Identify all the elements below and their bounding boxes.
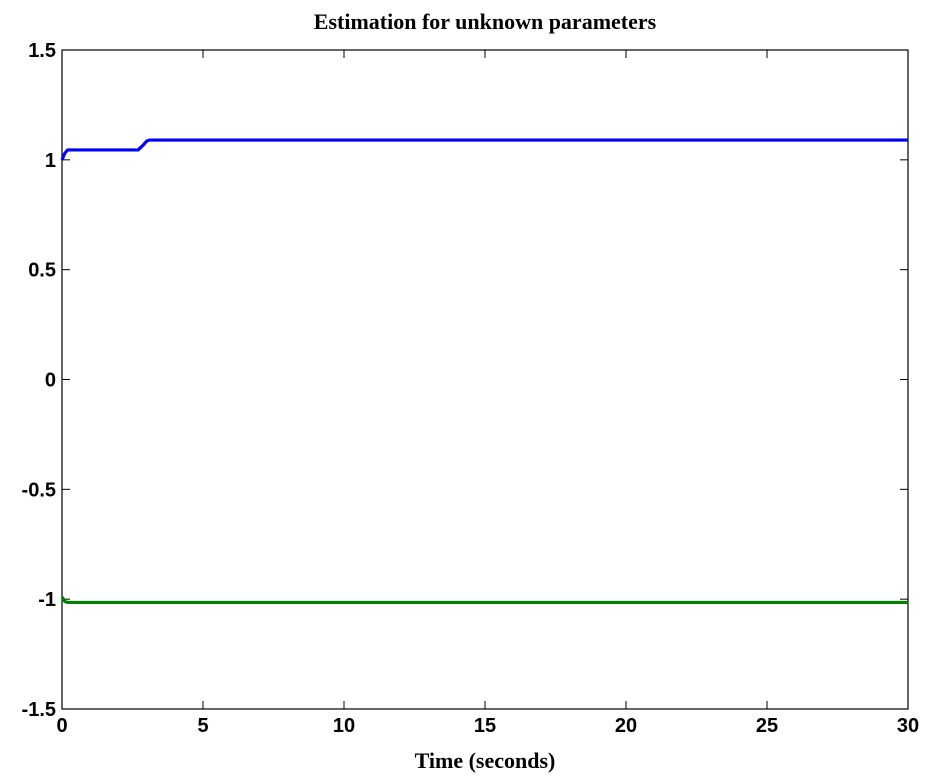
x-tick-label: 20 [615,715,637,737]
y-tick-label: 1.5 [28,40,56,62]
plot-area: 0 5 10 15 20 25 30 1.5 1 0.5 0 -0.5 -1 -1.5 [22,40,920,737]
y-tick-label: -0.5 [22,479,56,501]
x-tick-label: 15 [474,715,496,737]
x-tick-label: 25 [756,715,778,737]
y-tick-label: 0.5 [28,260,56,282]
series-line-1 [60,138,908,161]
x-axis-label: Time (seconds) [415,748,556,773]
y-tick-label: 1 [45,150,56,172]
x-tick-label: 10 [333,715,355,737]
series-line-2 [60,596,908,605]
x-tick-label: 0 [56,715,67,737]
x-tick-label: 30 [897,715,919,737]
y-tick-label: -1.5 [22,699,56,721]
x-tick-label: 5 [197,715,208,737]
chart-title: Estimation for unknown parameters [314,9,657,34]
y-tick-label: 0 [45,370,56,392]
y-tick-label: -1 [38,589,56,611]
